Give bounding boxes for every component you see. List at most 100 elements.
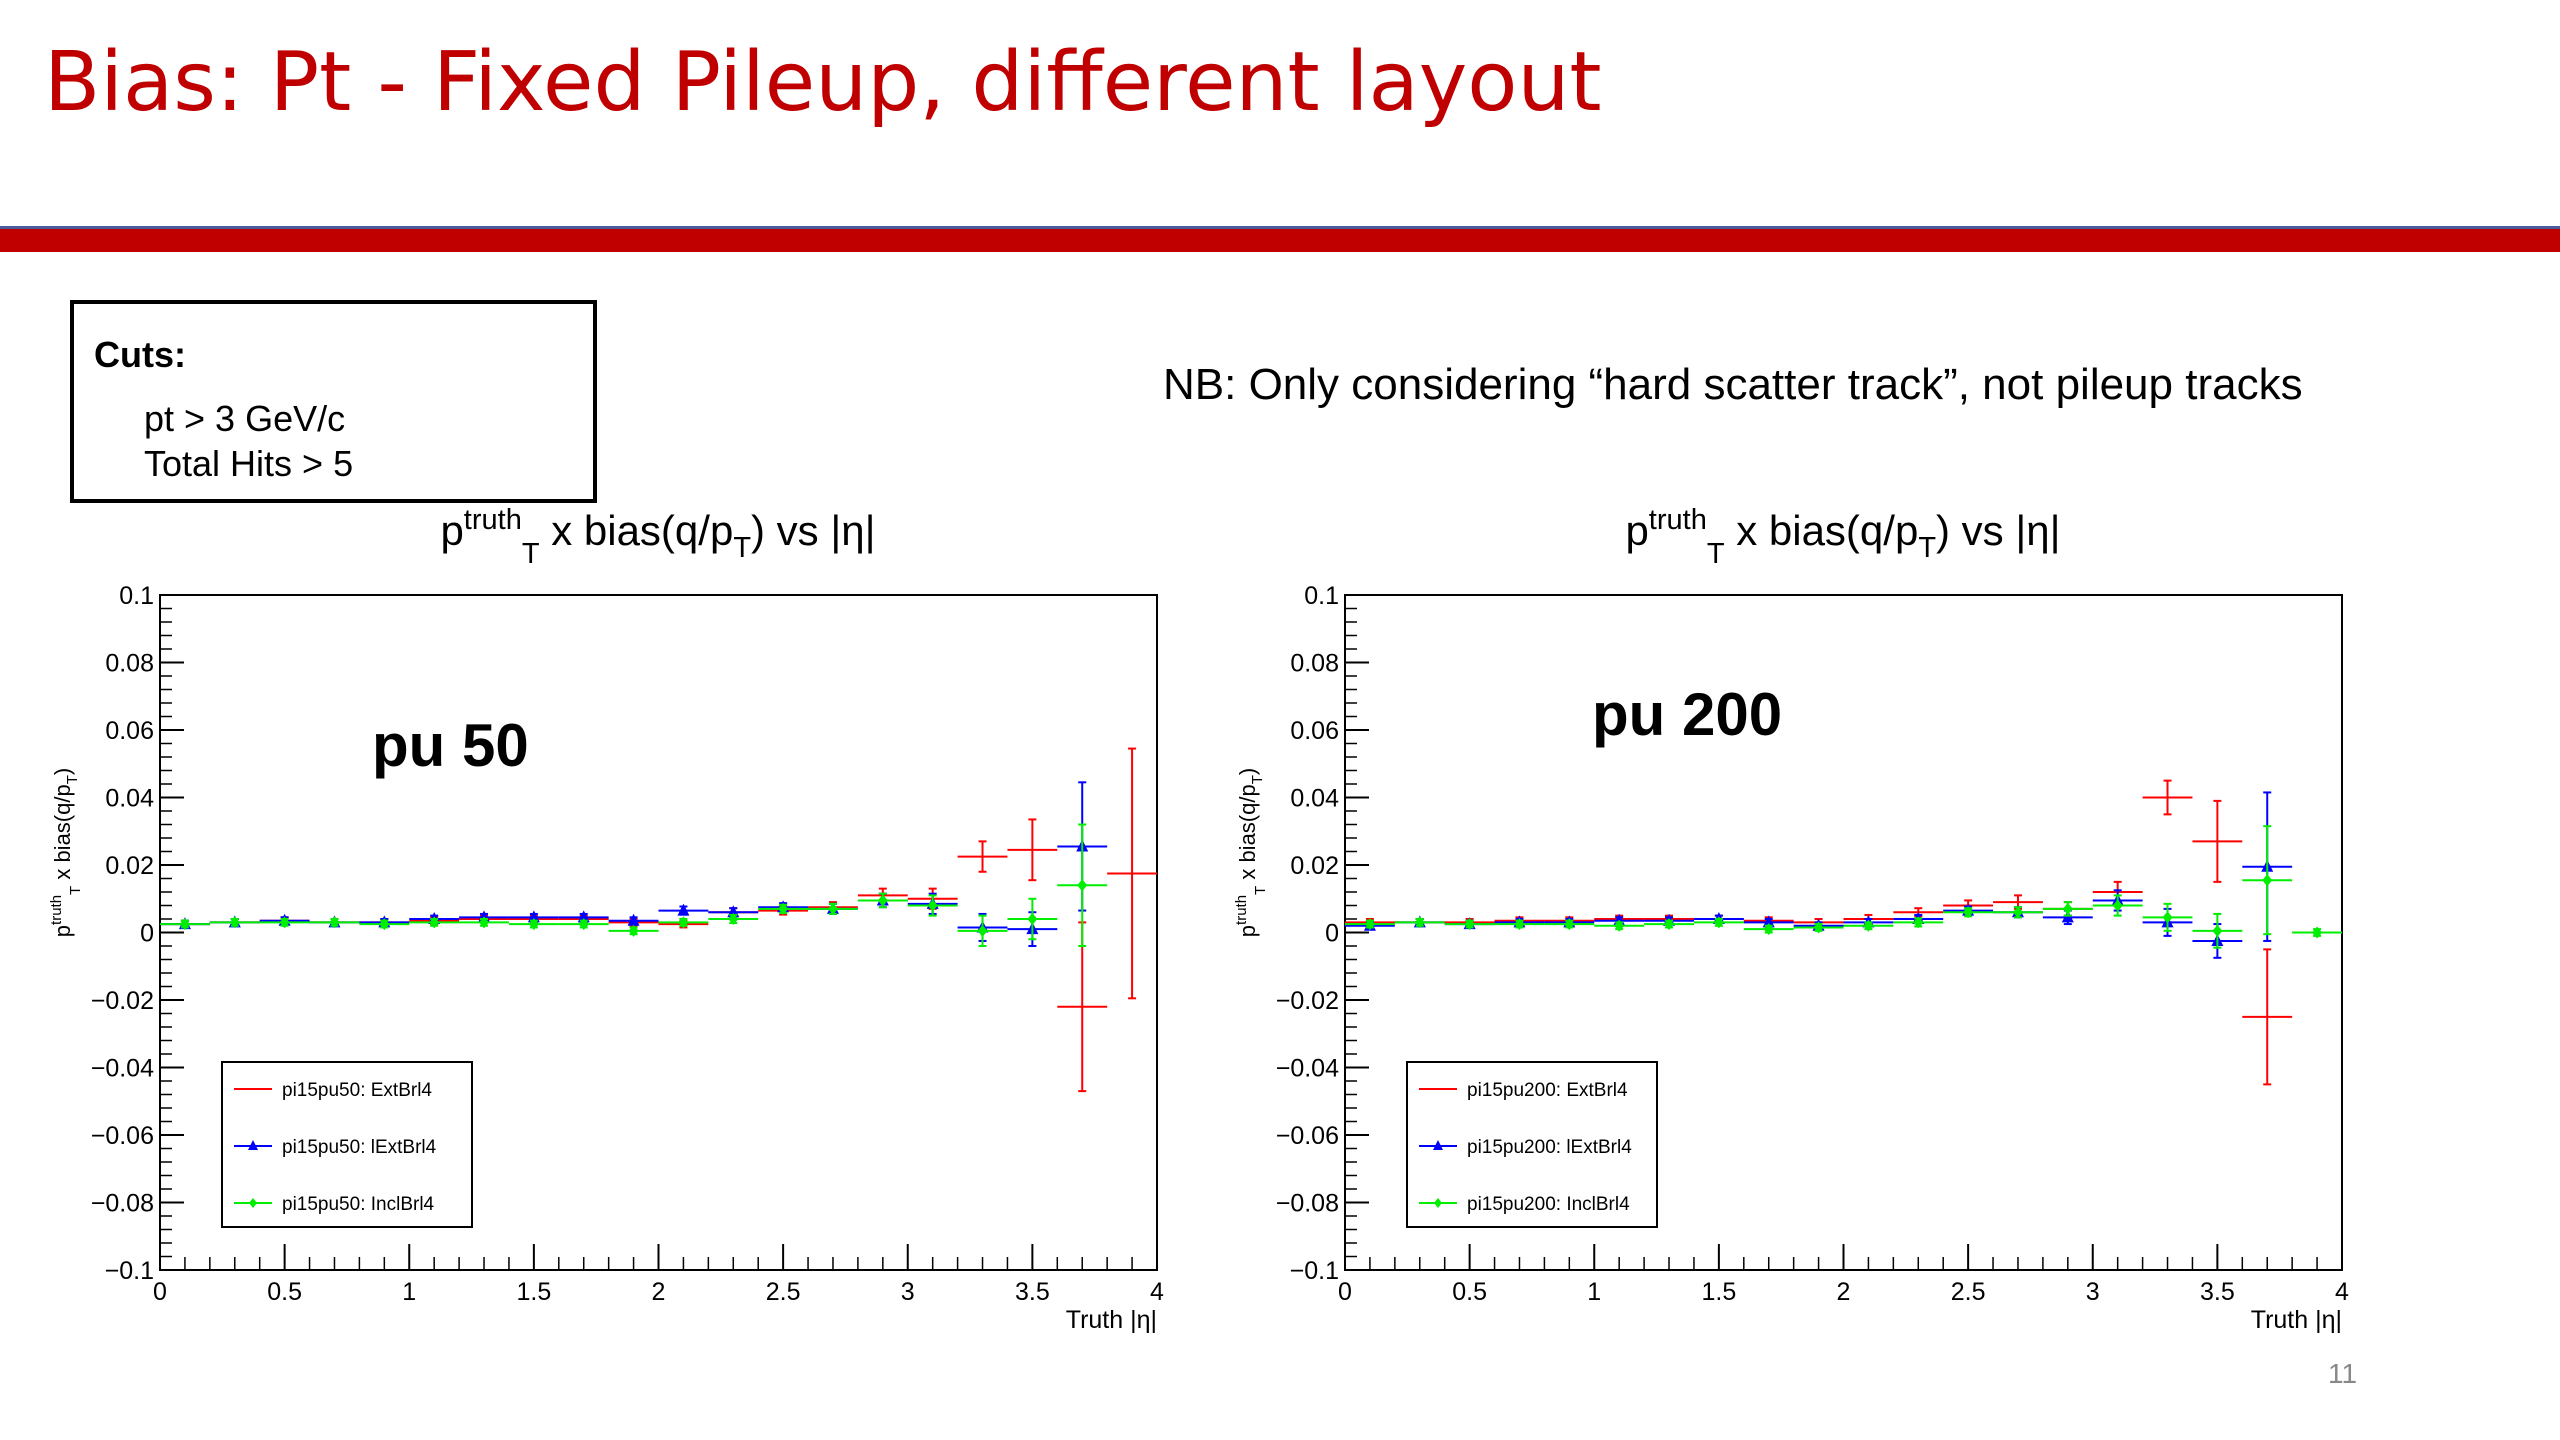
data-point: [2312, 926, 2323, 939]
data-point: [977, 924, 988, 937]
legend-marker: [248, 1140, 258, 1150]
plot-title: ptruthT x bias(q/pT) vs |η|: [440, 504, 875, 570]
x-tick-label: 3: [2086, 1278, 2100, 1306]
y-tick-label: −0.1: [1290, 1257, 1339, 1285]
data-point: [1913, 916, 1924, 929]
x-tick-label: 1.5: [1701, 1278, 1736, 1306]
nb-note: NB: Only considering “hard scatter track…: [1163, 360, 2303, 409]
x-tick-label: 3: [901, 1278, 915, 1306]
y-tick-label: 0.04: [105, 785, 154, 813]
data-point: [827, 902, 838, 915]
data-point: [1364, 918, 1375, 931]
legend-marker: [1434, 1198, 1442, 1208]
data-point: [677, 903, 690, 916]
y-tick-label: −0.02: [91, 987, 154, 1015]
data-point: [329, 916, 340, 929]
y-tick-label: −0.06: [91, 1122, 154, 1150]
y-tick-label: 0.08: [1290, 650, 1339, 678]
legend-marker: [1433, 1140, 1443, 1150]
data-point: [778, 902, 789, 915]
x-tick-label: 3.5: [1015, 1278, 1050, 1306]
y-tick-label: 0.1: [1304, 582, 1339, 610]
data-point: [429, 916, 440, 929]
data-point: [279, 916, 290, 929]
data-point: [628, 924, 639, 937]
plot-pu50: ptruthT x bias(q/pT) vs |η| 0 0.5 1 1.5 2 2.5 3…: [48, 504, 1164, 1334]
y-tick-label: −0.04: [1276, 1055, 1339, 1083]
y-tick-label: 0.06: [1290, 717, 1339, 745]
legend-entry: pi15pu200: ExtBrl4: [1467, 1080, 1628, 1101]
y-tick-label: −0.04: [91, 1055, 154, 1083]
y-tick-label: 0.02: [1290, 852, 1339, 880]
x-tick-label: 4: [2335, 1278, 2349, 1306]
data-point: [1077, 879, 1088, 892]
x-tick-label: 1.5: [516, 1278, 551, 1306]
data-point: [229, 916, 240, 929]
data-point: [527, 910, 540, 923]
legend-entry: pi15pu200: lExtBrl4: [1467, 1137, 1632, 1158]
legend-entry: pi15pu50: ExtBrl4: [282, 1080, 432, 1101]
data-point: [877, 894, 888, 907]
data-point: [1863, 919, 1874, 932]
y-tick-label: −0.06: [1276, 1122, 1339, 1150]
x-axis-label: Truth |η|: [1066, 1306, 1157, 1334]
legend: pi15pu50: ExtBrl4 pi15pu50: lExtBrl4 pi15p…: [221, 1061, 473, 1228]
x-tick-label: 2.5: [766, 1278, 801, 1306]
cuts-title: Cuts:: [94, 334, 186, 375]
data-point: [1664, 918, 1675, 931]
y-tick-label: 0: [140, 920, 154, 948]
data-point: [577, 910, 590, 923]
y-tick-label: 0.06: [105, 717, 154, 745]
x-tick-label: 2: [1837, 1278, 1851, 1306]
data-point: [379, 918, 390, 931]
data-point: [2112, 899, 2123, 912]
pileup-label: pu 200: [1592, 681, 1782, 748]
x-tick-label: 0: [1338, 1278, 1352, 1306]
y-tick-label: 0.02: [105, 852, 154, 880]
data-point: [2062, 902, 2073, 915]
data-point: [2262, 874, 2273, 887]
data-point: [927, 899, 938, 912]
y-axis-label: ptruthT x bias(q/pT): [48, 768, 84, 937]
data-point: [1713, 916, 1724, 929]
y-tick-label: 0.04: [1290, 785, 1339, 813]
data-point: [1514, 918, 1525, 931]
data-point: [578, 918, 589, 931]
data-point: [1027, 913, 1038, 925]
data-point: [1963, 906, 1974, 919]
legend: pi15pu200: ExtBrl4 pi15pu200: lExtBrl4 pi1…: [1406, 1061, 1658, 1228]
data-point: [1464, 918, 1475, 931]
y-tick-label: −0.1: [105, 1257, 154, 1285]
data-point: [627, 913, 640, 926]
data-point: [528, 918, 539, 931]
legend-entry: pi15pu50: InclBrl4: [282, 1194, 435, 1215]
data-point: [1414, 916, 1425, 929]
data-point: [678, 916, 689, 929]
page-number: 11: [2328, 1358, 2358, 1389]
series-3: [1345, 825, 2342, 949]
x-tick-label: 4: [1150, 1278, 1164, 1306]
x-tick-label: 1: [402, 1278, 416, 1306]
x-tick-label: 0: [153, 1278, 167, 1306]
legend-entry: pi15pu200: InclBrl4: [1467, 1194, 1630, 1215]
x-tick-label: 2.5: [1951, 1278, 1986, 1306]
y-tick-label: −0.02: [1276, 987, 1339, 1015]
x-tick-label: 1: [1587, 1278, 1601, 1306]
y-tick-label: 0.1: [119, 582, 154, 610]
data-point: [2012, 906, 2023, 919]
series-3: [160, 823, 1108, 947]
slide-title: Bias: Pt - Fixed Pileup, different layou…: [44, 35, 1602, 130]
x-axis-label: Truth |η|: [2251, 1306, 2342, 1334]
plot-pu200: ptruthT x bias(q/pT) vs |η| 0 0.5 1 1.5 2 2.5 3…: [1233, 504, 2349, 1334]
legend-entry: pi15pu50: lExtBrl4: [282, 1137, 437, 1158]
y-tick-label: −0.08: [91, 1190, 154, 1218]
x-tick-label: 0.5: [267, 1278, 302, 1306]
cut-item-hits: Total Hits > 5: [144, 443, 354, 484]
x-tick-label: 2: [652, 1278, 666, 1306]
cut-item-pt: pt > 3 GeV/c: [144, 398, 346, 439]
y-axis-label: ptruthT x bias(q/pT): [1233, 768, 1269, 937]
data-point: [1614, 919, 1625, 932]
data-point: [1762, 915, 1775, 928]
data-point: [1564, 918, 1575, 931]
plot-title: ptruthT x bias(q/pT) vs |η|: [1625, 504, 2060, 570]
